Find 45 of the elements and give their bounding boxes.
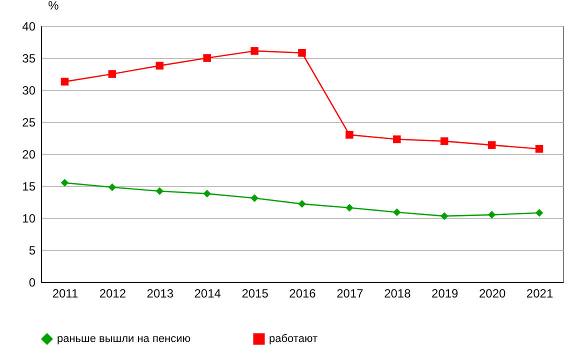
y-tick-label: 30 (22, 84, 36, 98)
y-tick-label: 25 (22, 116, 36, 130)
point (535, 145, 544, 153)
point (250, 194, 258, 202)
point (488, 141, 496, 149)
legend-label: раньше вышли на пенсию (57, 333, 191, 345)
point (535, 209, 544, 217)
point (298, 200, 306, 208)
legend-label: работают (269, 333, 318, 345)
point (346, 130, 354, 139)
point (488, 210, 496, 219)
x-tick-label: 2018 (384, 286, 412, 300)
point (440, 137, 448, 146)
x-tick-label: 2013 (146, 286, 174, 300)
point (203, 190, 211, 198)
x-tick-label: 2016 (289, 286, 316, 300)
point (346, 204, 354, 212)
point (108, 183, 116, 192)
y-tick-label: 0 (28, 276, 36, 290)
point (108, 70, 116, 78)
x-tick-label: 2012 (99, 286, 126, 300)
point (60, 78, 69, 86)
point (440, 212, 448, 220)
x-tick-label: 2021 (526, 286, 554, 300)
y-tick-label: 35 (22, 52, 36, 66)
y-axis-title: % (48, 0, 60, 12)
y-tick-label: 15 (22, 180, 36, 194)
y-tick-label: 5 (28, 244, 36, 258)
point (156, 187, 164, 195)
point (60, 178, 69, 187)
point (298, 49, 306, 57)
point (250, 47, 258, 55)
x-tick-label: 2020 (478, 286, 506, 300)
point (393, 135, 401, 144)
x-tick-label: 2015 (242, 286, 269, 300)
x-tick-label: 2014 (194, 286, 222, 300)
x-tick-label: 2019 (432, 286, 459, 300)
y-tick-label: 10 (22, 212, 36, 226)
point (203, 54, 211, 62)
x-tick-label: 2017 (336, 286, 364, 300)
y-tick-label: 20 (22, 148, 36, 162)
x-tick-label: 2011 (52, 286, 78, 300)
point (156, 62, 164, 70)
point (393, 208, 401, 216)
y-tick-label: 40 (22, 20, 36, 34)
